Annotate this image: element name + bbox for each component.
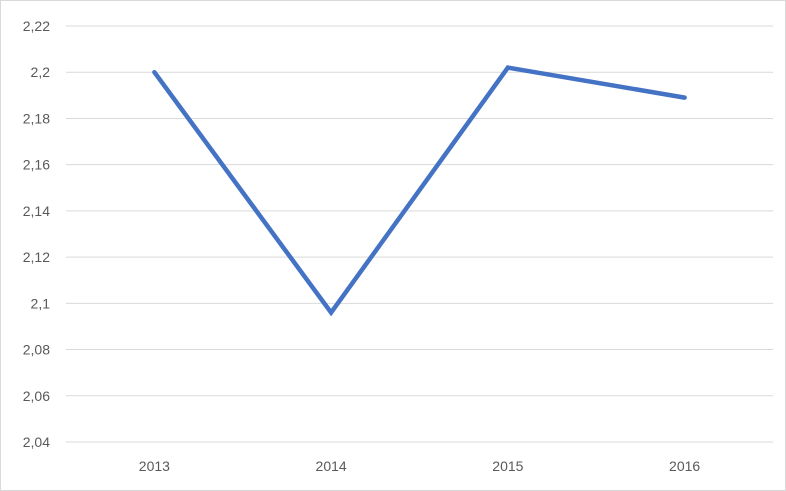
gridlines <box>66 25 773 443</box>
y-tick-label: 2,08 <box>23 342 50 358</box>
y-axis-tick-labels: 2,04 2,06 2,08 2,1 2,12 2,14 2,16 2,18 2,2 2,22 <box>23 18 50 450</box>
y-tick-label: 2,04 <box>23 434 50 450</box>
series-line-0 <box>152 65 687 317</box>
y-tick-label: 2,22 <box>23 18 50 34</box>
series-layer <box>152 65 687 317</box>
y-tick-label: 2,2 <box>31 64 51 80</box>
y-tick-label: 2,06 <box>23 388 50 404</box>
y-tick-label: 2,1 <box>31 295 51 311</box>
x-tick-label-2014: 2014 <box>316 458 347 474</box>
x-tick-label-2015: 2015 <box>492 458 523 474</box>
x-tick-label-2013: 2013 <box>139 458 170 474</box>
x-axis-tick-labels: 2013 2014 2015 2016 <box>139 458 701 474</box>
y-tick-label: 2,16 <box>23 157 50 173</box>
y-tick-label: 2,18 <box>23 110 50 126</box>
y-tick-label: 2,14 <box>23 203 50 219</box>
x-tick-label-2016: 2016 <box>669 458 700 474</box>
y-tick-label: 2,12 <box>23 249 50 265</box>
